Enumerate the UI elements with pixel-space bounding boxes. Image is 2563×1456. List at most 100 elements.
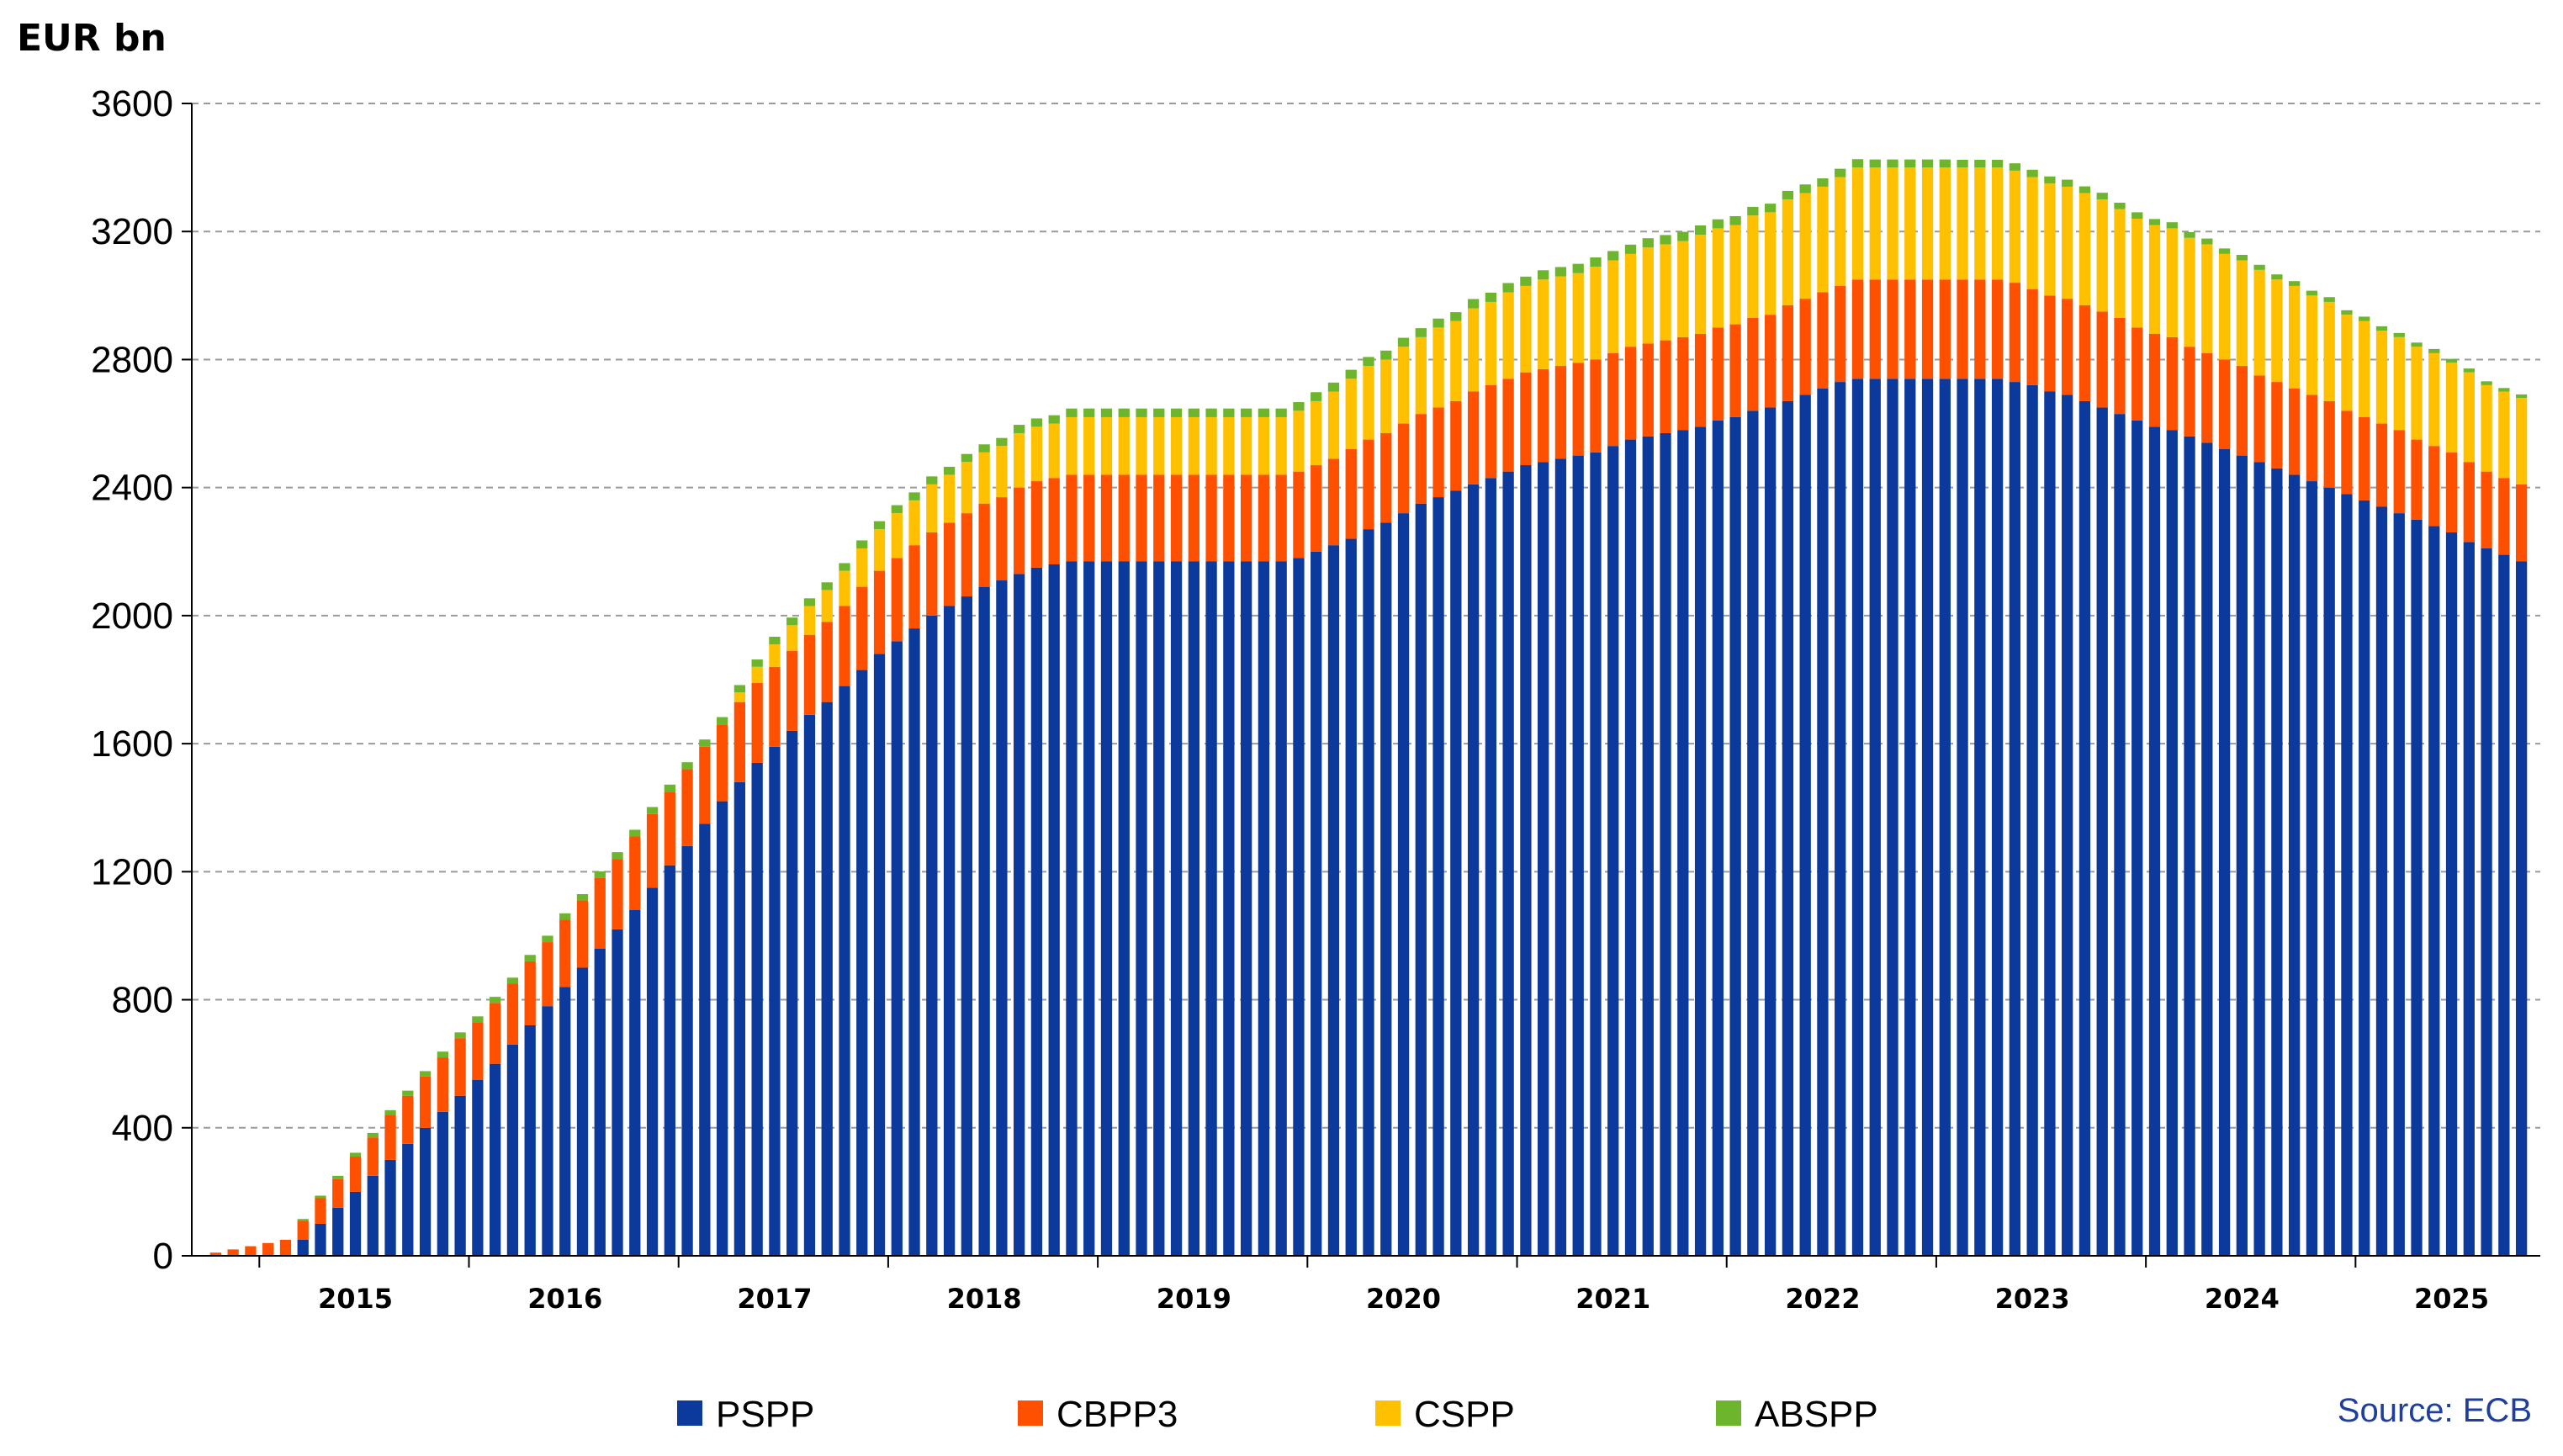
bar-segment-abspp <box>1153 408 1165 417</box>
bar-segment-pspp <box>2236 455 2248 1256</box>
bar-segment-abspp <box>2114 202 2126 209</box>
bar-segment-cbpp3 <box>1311 465 1322 552</box>
bar-segment-cbpp3 <box>1118 474 1130 562</box>
bar-segment-cspp <box>1712 228 1724 328</box>
bar-segment-abspp <box>2428 348 2440 353</box>
bar-segment-abspp <box>1572 263 1584 273</box>
legend-swatch-cspp <box>1375 1400 1401 1426</box>
bar-segment-cbpp3 <box>1921 279 1934 379</box>
bar-segment-pspp <box>349 1191 362 1256</box>
bar-segment-abspp <box>978 444 990 453</box>
bar-segment-pspp <box>1607 446 1619 1256</box>
bar-segment-pspp <box>1205 561 1217 1256</box>
bar-segment-abspp <box>402 1090 414 1096</box>
bar-segment-pspp <box>472 1079 484 1256</box>
bar-segment-cspp <box>1835 177 1846 286</box>
bar-segment-cbpp3 <box>2359 416 2370 500</box>
bar-segment-abspp <box>664 784 675 792</box>
bar-segment-pspp <box>524 1025 536 1256</box>
bar-segment-pspp <box>1188 561 1199 1256</box>
bar-segment-cbpp3 <box>716 724 728 802</box>
bar-segment-pspp <box>402 1143 414 1256</box>
bar-segment-cbpp3 <box>908 545 920 629</box>
bar-segment-abspp <box>2184 231 2195 238</box>
y-tick-label: 1600 <box>91 723 173 765</box>
bar-segment-abspp <box>1258 408 1270 417</box>
bar-segment-abspp <box>2359 316 2370 321</box>
y-tick-label: 1200 <box>91 851 173 892</box>
bar-segment-cbpp3 <box>576 900 589 968</box>
bar-segment-cbpp3 <box>1223 474 1235 562</box>
bar-segment-abspp <box>1957 159 1968 168</box>
bar-segment-cbpp3 <box>2166 336 2178 431</box>
bar-segment-cspp <box>2062 186 2073 299</box>
bar-segment-cbpp3 <box>2009 283 2021 383</box>
bar-segment-pspp <box>1048 564 1060 1256</box>
y-tick-label: 2000 <box>91 596 173 637</box>
bar-segment-pspp <box>612 929 623 1256</box>
bar-segment-cspp <box>2078 193 2091 305</box>
bar-segment-cbpp3 <box>1642 343 1654 437</box>
bar-segment-cbpp3 <box>506 983 519 1045</box>
axes <box>191 103 2540 1257</box>
bar-segment-pspp <box>629 910 641 1256</box>
y-tick-label: 2800 <box>91 339 173 380</box>
bar-segment-pspp <box>1590 452 1602 1256</box>
bar-segment-cbpp3 <box>315 1198 326 1224</box>
bar-segment-abspp <box>1887 159 1898 168</box>
bar-segment-cbpp3 <box>1485 384 1497 479</box>
bar-segment-cbpp3 <box>978 503 990 587</box>
bar-segment-pspp <box>2481 548 2492 1256</box>
bar-segment-pspp <box>1240 561 1252 1256</box>
bar-segment-cspp <box>1030 426 1043 482</box>
bar-segment-pspp <box>2114 414 2126 1256</box>
bar-segment-cspp <box>1782 199 1794 305</box>
bar-segment-cspp <box>1118 416 1130 475</box>
bar-segment-pspp <box>1660 432 1671 1256</box>
bar-segment-pspp <box>2078 400 2091 1256</box>
bar-segment-cbpp3 <box>769 666 781 747</box>
bar-segment-abspp <box>926 476 938 484</box>
bar-segment-abspp <box>490 997 501 1003</box>
bar-segment-pspp <box>926 615 938 1256</box>
bars <box>209 159 2528 1257</box>
bar-segment-cbpp3 <box>786 650 798 731</box>
bar-segment-cbpp3 <box>961 513 973 597</box>
bar-segment-abspp <box>1048 415 1060 424</box>
bar-segment-cspp <box>1258 416 1270 475</box>
y-tick-label: 3200 <box>91 211 173 252</box>
bar-segment-abspp <box>1921 159 1934 168</box>
bar-segment-cbpp3 <box>1694 334 1707 427</box>
bar-segment-pspp <box>1764 407 1777 1256</box>
bar-segment-abspp <box>1188 408 1199 417</box>
bar-segment-cspp <box>2131 219 2143 328</box>
bar-segment-abspp <box>1170 408 1183 417</box>
bar-segment-cbpp3 <box>2201 352 2213 443</box>
bar-segment-abspp <box>733 685 746 693</box>
bar-segment-cbpp3 <box>1957 279 1968 379</box>
bar-segment-cbpp3 <box>2236 366 2248 456</box>
bar-segment-pspp <box>1554 458 1567 1256</box>
bar-segment-cspp <box>1170 416 1183 475</box>
bar-segment-cbpp3 <box>1467 391 1480 484</box>
bar-segment-pspp <box>2393 513 2405 1256</box>
bar-segment-pspp <box>1293 558 1305 1256</box>
bar-segment-pspp <box>2375 506 2388 1256</box>
bar-segment-cbpp3 <box>2026 289 2038 385</box>
bar-segment-pspp <box>2201 442 2213 1256</box>
bar-segment-pspp <box>996 580 1008 1256</box>
bar-segment-pspp <box>1729 416 1741 1256</box>
bar-segment-abspp <box>1538 270 1549 280</box>
bar-segment-cbpp3 <box>1538 368 1549 463</box>
bar-segment-abspp <box>367 1132 379 1138</box>
bar-segment-pspp <box>2009 382 2021 1257</box>
bar-segment-cspp <box>2148 225 2161 334</box>
y-tick-label: 2400 <box>91 468 173 509</box>
bar-segment-cbpp3 <box>751 682 763 763</box>
bar-segment-abspp <box>1520 276 1532 286</box>
legend-label-pspp: PSPP <box>716 1394 814 1435</box>
bar-segment-cspp <box>2044 183 2056 296</box>
bar-segment-abspp <box>332 1175 344 1179</box>
bar-segment-cbpp3 <box>821 622 833 702</box>
bar-segment-cbpp3 <box>1747 317 1759 411</box>
